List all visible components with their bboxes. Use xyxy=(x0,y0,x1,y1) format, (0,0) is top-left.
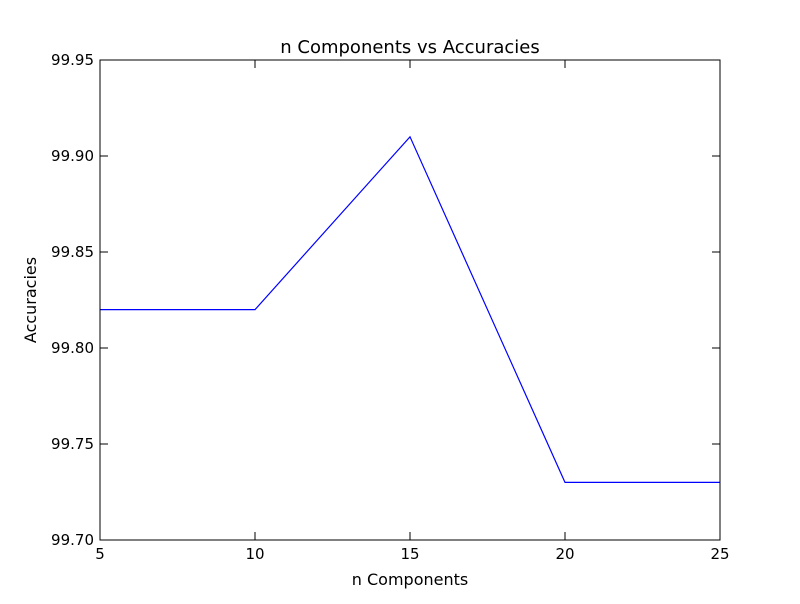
plot-area-background xyxy=(100,60,720,540)
y-tick-label: 99.75 xyxy=(51,435,94,453)
x-tick-label: 15 xyxy=(400,545,419,563)
y-axis-label: Accuracies xyxy=(21,257,40,343)
x-tick-label: 25 xyxy=(710,545,729,563)
y-tick-label: 99.85 xyxy=(51,243,94,261)
series-line-0 xyxy=(100,135,720,483)
x-axis-label: n Components xyxy=(352,570,468,589)
x-tick-label: 20 xyxy=(555,545,574,563)
y-tick-label: 99.80 xyxy=(51,339,94,357)
y-tick-label: 99.90 xyxy=(51,147,94,165)
chart-title: n Components vs Accuracies xyxy=(280,37,539,58)
y-tick-label: 99.95 xyxy=(51,51,94,69)
y-tick-label: 99.70 xyxy=(51,531,94,549)
x-tick-label: 10 xyxy=(245,545,264,563)
plot-frame xyxy=(99,59,721,541)
data-layer xyxy=(100,135,720,483)
x-tick-label: 5 xyxy=(95,545,105,563)
